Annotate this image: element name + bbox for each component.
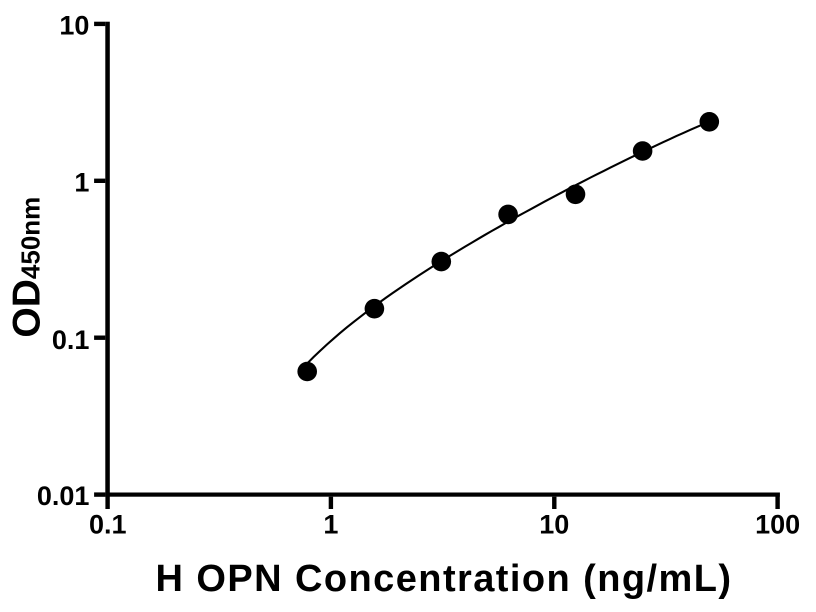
- svg-text:0.1: 0.1: [89, 510, 127, 540]
- svg-text:1: 1: [323, 510, 338, 540]
- svg-text:0.01: 0.01: [37, 481, 90, 511]
- svg-text:10: 10: [59, 10, 89, 40]
- svg-text:100: 100: [755, 510, 800, 540]
- svg-text:0.1: 0.1: [52, 325, 90, 355]
- svg-text:1: 1: [74, 167, 89, 197]
- svg-text:10: 10: [539, 510, 569, 540]
- svg-text:H OPN Concentration (ng/mL): H OPN Concentration (ng/mL): [156, 558, 733, 600]
